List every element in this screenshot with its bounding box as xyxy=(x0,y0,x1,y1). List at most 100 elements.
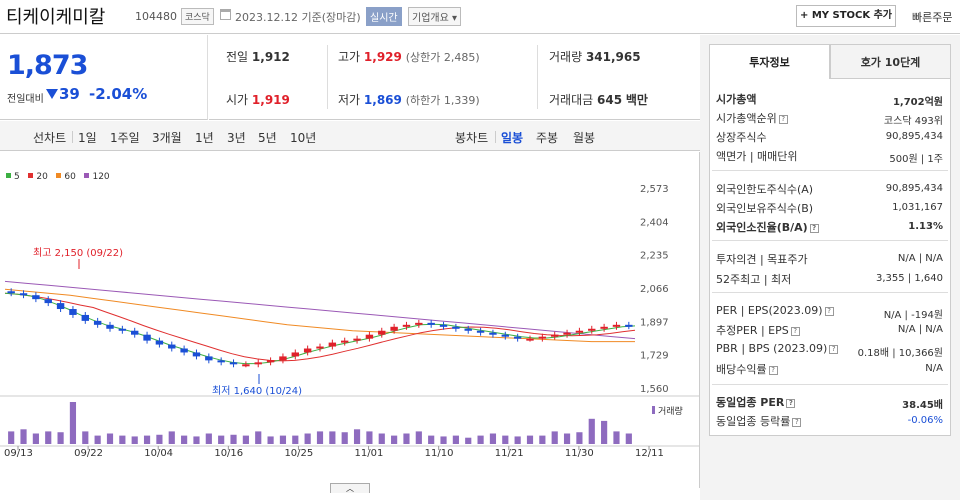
x-tick-label: 09/13 xyxy=(4,448,33,459)
par-value-label: 액면가 | 매매단위 xyxy=(716,150,798,163)
industry-per-label: 동일업종 PER? xyxy=(716,394,796,410)
period-1y[interactable]: 1년 xyxy=(195,131,214,145)
base-date: 2023.12.12 기준(장마감) xyxy=(235,11,361,24)
divider xyxy=(712,240,948,241)
foreign-hold-label: 외국인보유주식수(B) xyxy=(716,202,814,215)
volume-bar xyxy=(489,433,497,444)
market-cap-value: 1,702억원 xyxy=(892,97,943,108)
volume-bar xyxy=(353,429,361,444)
volume-bar xyxy=(601,420,608,444)
chart-area xyxy=(0,152,700,488)
volume-bar xyxy=(168,431,175,444)
volume-bar xyxy=(551,431,558,444)
foreign-limit-label: 외국인한도주식수(A) xyxy=(716,183,814,196)
volume-bar xyxy=(106,433,114,444)
high-label: 고가 xyxy=(338,50,361,64)
candle-body xyxy=(625,324,633,327)
ma5-line xyxy=(4,292,636,365)
period-5y[interactable]: 5년 xyxy=(258,131,277,145)
x-tick-label: 09/22 xyxy=(74,448,103,459)
period-1d[interactable]: 1일 xyxy=(78,131,97,145)
volume-legend-swatch xyxy=(652,406,655,414)
volume-bar xyxy=(440,436,447,444)
change-label: 전일대비 xyxy=(7,94,44,105)
divider xyxy=(712,170,948,171)
candle-body xyxy=(192,352,201,357)
x-tick-label: 11/10 xyxy=(425,448,454,459)
pbr-label: PBR | BPS (2023.09)? xyxy=(716,342,839,355)
candle-body xyxy=(291,352,299,357)
volume-bar xyxy=(366,431,373,444)
upper-limit: (상한가 2,485) xyxy=(405,51,480,64)
candle-monthly[interactable]: 월봉 xyxy=(573,131,596,145)
calendar-icon xyxy=(220,9,231,20)
current-price: 1,873 xyxy=(7,50,88,81)
open-label: 시가 xyxy=(226,93,249,107)
est-per-value: N/A | N/A xyxy=(897,324,943,335)
volume-bar xyxy=(403,433,410,444)
corp-overview-dropdown[interactable]: 기업개요 ▾ xyxy=(408,7,462,26)
candle-body xyxy=(439,324,448,327)
volume-bar xyxy=(218,435,225,444)
volume-bar xyxy=(613,431,620,444)
candle-body xyxy=(155,340,164,345)
volume-bar xyxy=(119,435,126,444)
low-label: 저가 xyxy=(338,93,361,107)
volume-bar xyxy=(526,435,534,444)
foreign-limit-value: 90,895,434 xyxy=(885,183,943,194)
stats-grid xyxy=(209,35,700,120)
candle-body xyxy=(266,360,275,363)
period-10y[interactable]: 10년 xyxy=(290,131,317,145)
candle-body xyxy=(118,328,127,331)
legend-ma60: 60 xyxy=(56,172,81,182)
volume-bar xyxy=(156,434,163,444)
candle-body xyxy=(217,360,225,363)
candle-body xyxy=(489,332,497,335)
volume-bar xyxy=(465,437,472,444)
collapse-handle[interactable]: ︿ xyxy=(330,483,370,493)
realtime-button[interactable]: 실시간 xyxy=(366,7,402,26)
market-cap-label: 시가총액 xyxy=(716,93,757,106)
x-tick-label: 10/25 xyxy=(284,448,313,459)
header-bar xyxy=(0,0,960,34)
pbr-value: 0.18배 | 10,366원 xyxy=(857,348,943,359)
industry-rate-label: 동일업종 등락률? xyxy=(716,413,802,429)
volume-bar xyxy=(32,433,39,444)
candle-daily[interactable]: 일봉 xyxy=(501,131,524,145)
volume-bar xyxy=(329,431,336,444)
add-mystock-button[interactable]: + MY STOCK 추가 xyxy=(796,5,896,27)
volume-bar xyxy=(69,402,77,444)
candle-body xyxy=(279,356,287,361)
candle-body xyxy=(93,320,102,325)
volume-bar xyxy=(242,435,249,444)
candle-body xyxy=(513,336,522,339)
volume-bar xyxy=(415,431,422,444)
high-price: 고가 1,929 (상한가 2,485) xyxy=(338,48,480,65)
period-3y[interactable]: 3년 xyxy=(227,131,246,145)
candle-body xyxy=(612,324,621,327)
y-tick-label: 1,729 xyxy=(640,351,669,362)
volume-bar xyxy=(378,433,385,444)
per-label: PER | EPS(2023.09)? xyxy=(716,304,834,317)
candle-weekly[interactable]: 주봉 xyxy=(536,131,559,145)
foreign-ratio-label: 외국인소진율(B/A)? xyxy=(716,219,819,235)
tab-invest-info[interactable]: 투자정보 xyxy=(709,44,830,79)
tab-orderbook-10[interactable]: 호가 10단계 xyxy=(830,44,951,79)
period-1w[interactable]: 1주일 xyxy=(110,131,140,145)
legend-ma20: 20 xyxy=(28,172,53,182)
open-price: 시가 1,919 xyxy=(226,91,290,108)
candle-body xyxy=(69,309,77,315)
divider xyxy=(712,384,948,385)
opinion-value: N/A | N/A xyxy=(897,253,943,264)
x-tick-label: 11/30 xyxy=(565,448,594,459)
divider xyxy=(327,45,328,109)
quick-order-link[interactable]: 빠른주문 xyxy=(912,11,953,24)
prev-value: 1,912 xyxy=(251,50,290,64)
divider xyxy=(712,292,948,293)
period-3m[interactable]: 3개월 xyxy=(152,131,182,145)
foreign-ratio-value: 1.13% xyxy=(908,221,943,232)
week52-label: 52주최고 | 최저 xyxy=(716,273,792,286)
candle-body xyxy=(316,346,324,349)
stock-name: 티케이케미칼 xyxy=(6,7,106,28)
price-chart[interactable]: 2,573 2,404 2,235 2,066 1,897 1,729 1,560 최고 2,… xyxy=(0,152,700,488)
